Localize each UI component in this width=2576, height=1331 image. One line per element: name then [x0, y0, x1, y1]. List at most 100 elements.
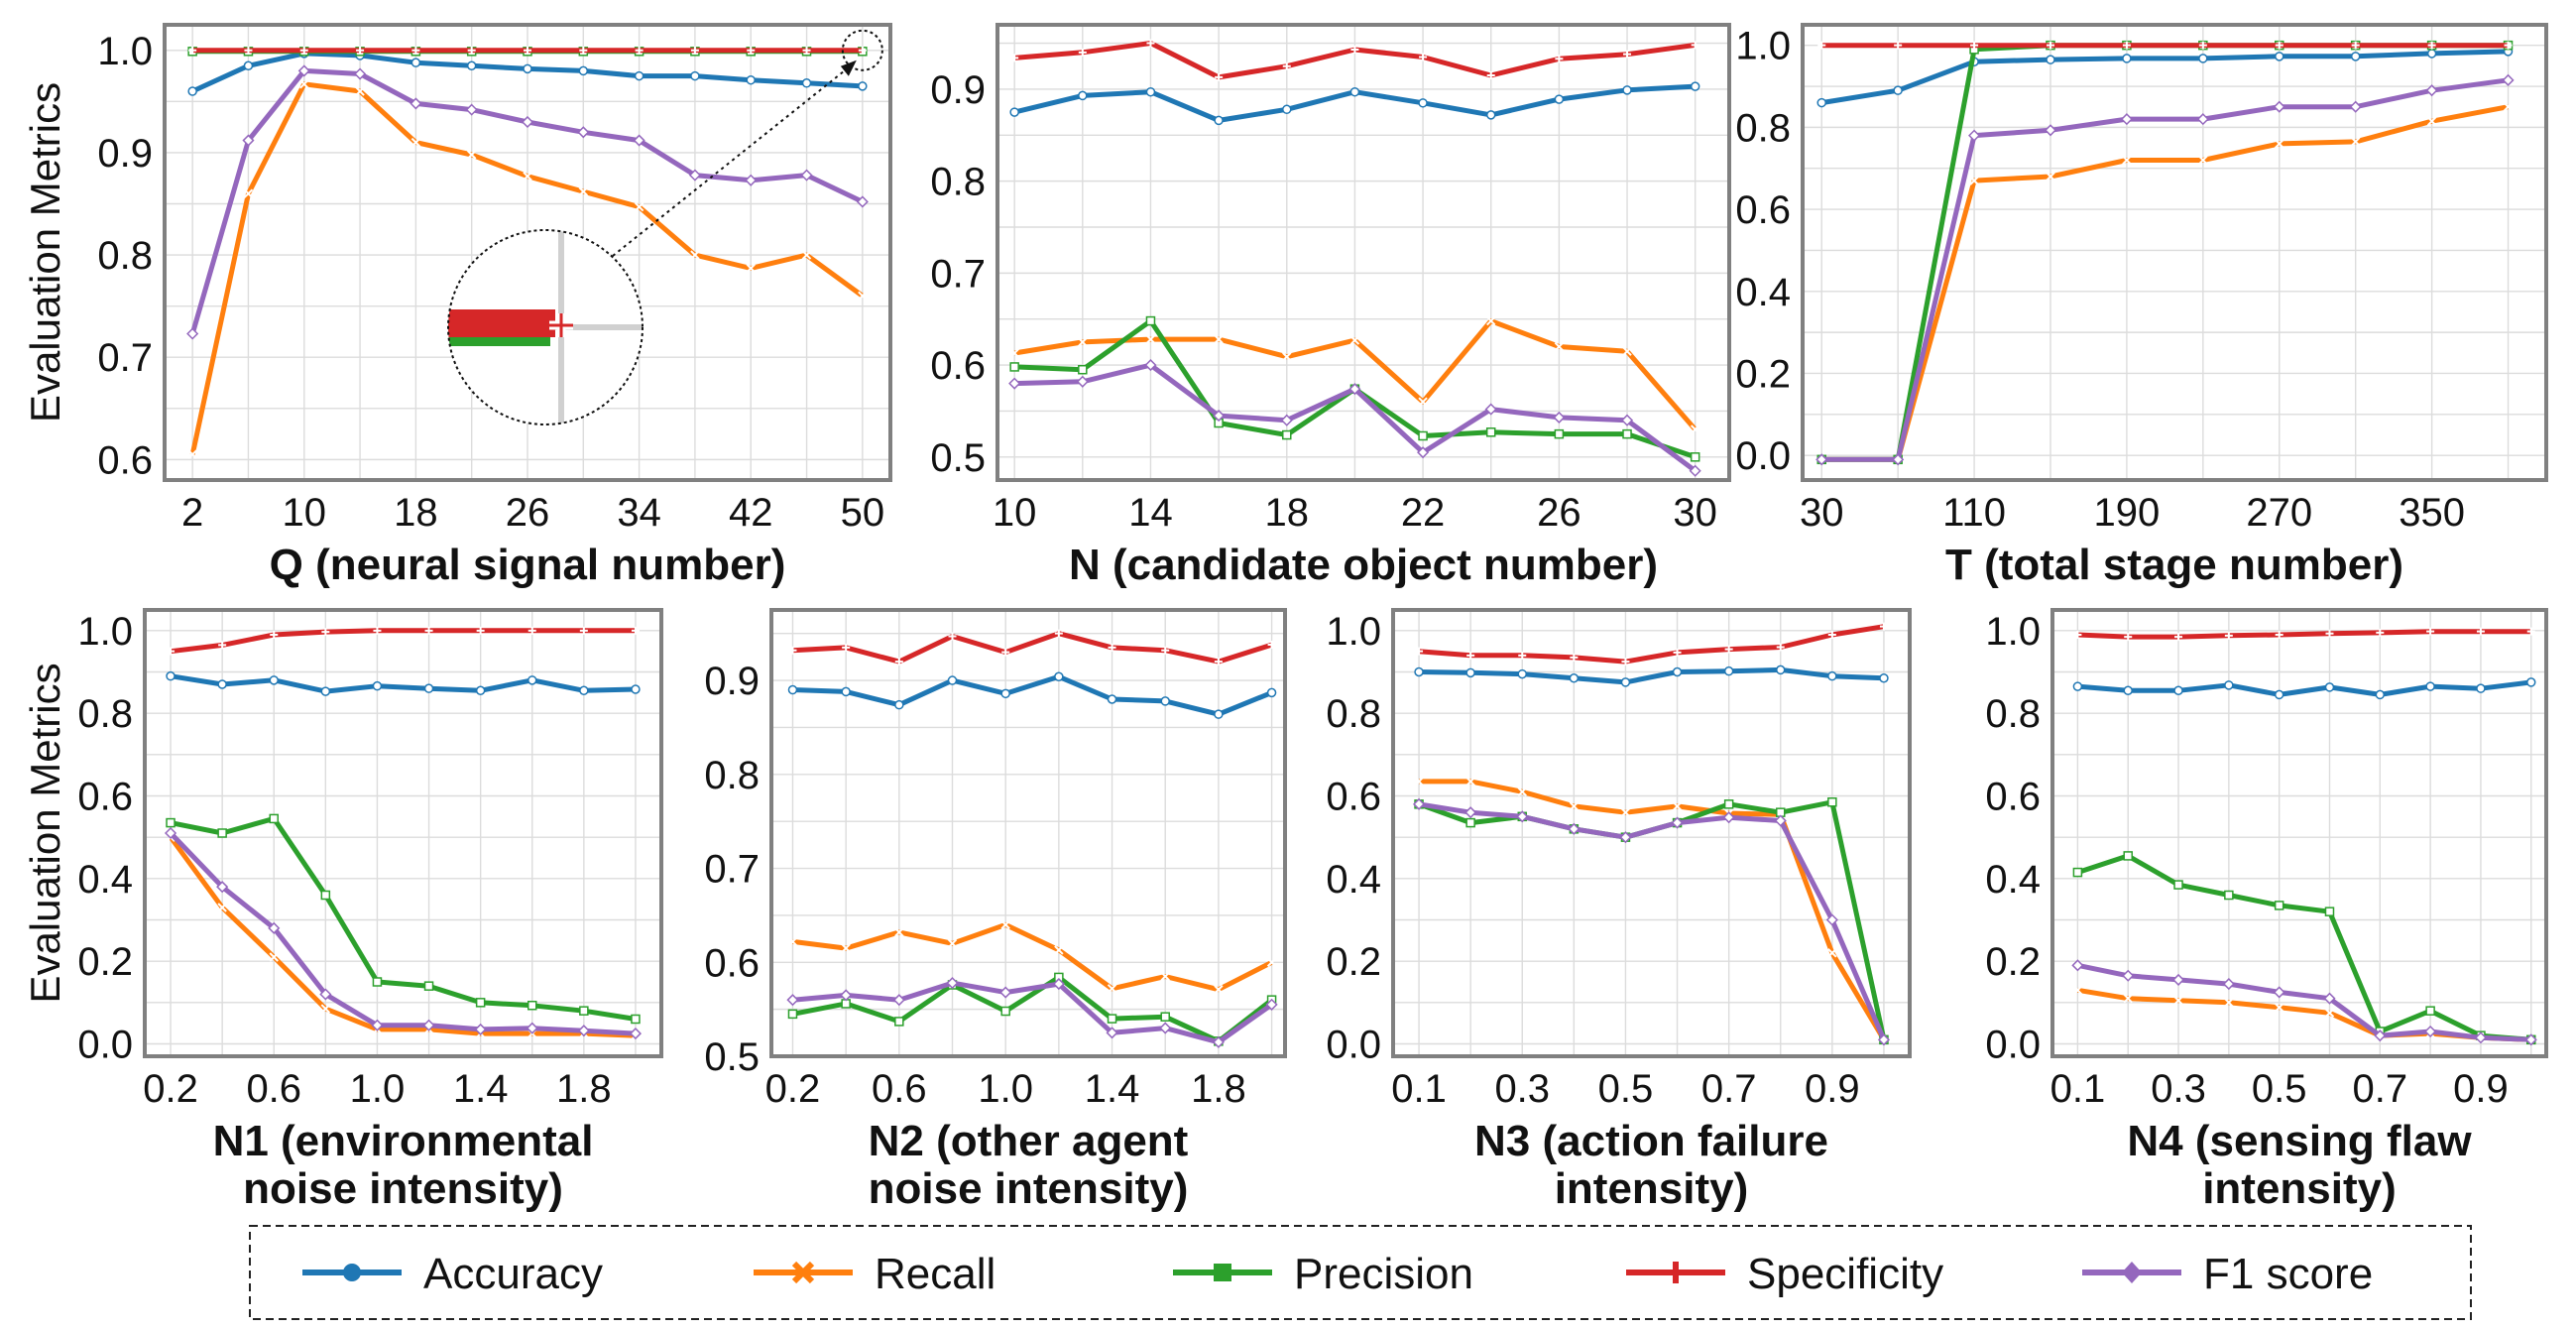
x-axis-label: N4 (sensing flaw: [2127, 1117, 2472, 1165]
series-line-accuracy: [170, 673, 637, 694]
x-tick-label: 190: [2094, 491, 2161, 535]
data-point-specificity: [1570, 653, 1579, 662]
y-tick-label: 0.0: [1326, 1024, 1381, 1067]
data-point-specificity: [842, 643, 851, 652]
data-point-specificity: [2476, 627, 2485, 636]
data-point-f1-score: [1689, 464, 1701, 477]
legend-label-f1-score: F1 score: [2203, 1250, 2373, 1298]
data-point-precision: [2274, 901, 2284, 910]
data-point-precision: [166, 817, 176, 828]
x-tick-label: 1.4: [1085, 1067, 1140, 1111]
series-line-recall: [1821, 104, 2509, 462]
data-point-f1-score: [840, 989, 853, 1002]
data-point-specificity: [1879, 622, 1888, 631]
data-point-specificity: [424, 626, 433, 635]
data-point-precision: [1690, 452, 1700, 462]
x-tick-label: 0.2: [143, 1067, 198, 1111]
data-point-recall: [1554, 341, 1565, 352]
x-tick-label: 1.8: [1191, 1067, 1246, 1111]
data-point-accuracy: [787, 684, 798, 695]
series-line-specificity: [792, 631, 1273, 665]
x-tick-label: 22: [1401, 491, 1446, 535]
data-point-specificity: [1621, 658, 1630, 666]
data-point-recall: [578, 186, 589, 196]
data-point-f1-score: [2222, 978, 2235, 991]
data-point-precision: [1009, 362, 1019, 372]
data-point-f1-score: [2071, 959, 2084, 972]
data-point-precision: [2072, 867, 2083, 878]
data-point-precision: [894, 1017, 904, 1027]
data-point-recall: [690, 250, 700, 260]
x-tick-label: 50: [841, 491, 885, 535]
data-point-accuracy: [1620, 677, 1631, 687]
data-point-accuracy: [1723, 666, 1734, 676]
data-point-precision: [2224, 890, 2234, 901]
legend-item-specificity: Specificity: [1626, 1250, 1943, 1298]
data-point-recall: [243, 188, 254, 198]
y-tick-label: 0.8: [97, 234, 153, 278]
data-point-accuracy: [634, 70, 644, 81]
data-point-accuracy: [1879, 673, 1889, 683]
subplot-4: 0.2 0.6 1.0 1.4 1.80.00.20.40.60.81.0N1 (env…: [22, 608, 663, 1213]
data-point-specificity: [690, 46, 699, 55]
data-point-f1-score: [1417, 446, 1430, 459]
x-axis-label: noise intensity): [869, 1164, 1189, 1213]
plot-frame: [1391, 608, 1912, 1058]
data-point-recall: [801, 250, 812, 260]
data-point-specificity: [1078, 48, 1087, 57]
series-line-precision: [792, 974, 1274, 1044]
data-point-accuracy: [1465, 667, 1475, 678]
x-tick-label: 10: [993, 491, 1037, 535]
data-point-specificity: [476, 626, 485, 635]
legend-marker-accuracy: [343, 1264, 361, 1281]
plot-frame: [143, 608, 663, 1058]
data-point-specificity: [1108, 643, 1116, 652]
data-point-specificity: [579, 46, 588, 55]
plot-area: [1393, 610, 1910, 1056]
legend-label-precision: Precision: [1294, 1250, 1473, 1298]
series-line-recall: [169, 835, 637, 1038]
data-point-specificity: [1010, 54, 1019, 62]
grid: [771, 610, 1285, 1057]
y-tick-label: 0.6: [930, 344, 986, 388]
plot-area: [997, 25, 1729, 480]
data-point-precision: [1554, 428, 1565, 439]
data-point-f1-score: [2349, 100, 2362, 113]
data-point-specificity: [2073, 631, 2082, 639]
data-point-f1-score: [1671, 816, 1684, 829]
data-point-f1-score: [1052, 977, 1065, 991]
data-point-accuracy: [1214, 115, 1224, 126]
data-point-recall: [320, 1004, 331, 1014]
zoom-target-circle: [841, 29, 883, 71]
legend-item-precision: Precision: [1173, 1250, 1473, 1298]
data-point-f1-score: [2044, 124, 2057, 137]
data-point-specificity: [2174, 633, 2183, 642]
data-point-specificity: [1555, 55, 1564, 63]
y-tick-label: 0.8: [704, 754, 760, 797]
series-f1-score: [786, 977, 1278, 1048]
data-point-f1-score: [2120, 113, 2133, 126]
data-point-recall: [1282, 352, 1292, 362]
data-point-recall: [523, 171, 532, 182]
series-accuracy: [787, 671, 1277, 719]
data-point-precision: [1107, 1014, 1117, 1024]
data-point-specificity: [1054, 629, 1063, 638]
data-point-accuracy: [1690, 81, 1700, 91]
data-point-specificity: [467, 46, 476, 55]
data-point-recall: [2350, 137, 2361, 147]
data-point-specificity: [2526, 627, 2535, 636]
data-point-recall: [1009, 348, 1019, 358]
data-point-recall: [2274, 1003, 2284, 1013]
x-axis-label: intensity): [2202, 1164, 2397, 1213]
data-point-recall: [1486, 315, 1496, 326]
x-tick-label: 0.3: [1494, 1067, 1550, 1111]
data-point-precision: [269, 813, 279, 824]
data-point-specificity: [1282, 61, 1291, 70]
data-point-f1-score: [1008, 377, 1021, 390]
data-point-f1-score: [1568, 822, 1581, 835]
data-point-recall: [894, 927, 904, 937]
data-point-accuracy: [1414, 666, 1424, 677]
y-axis-label: Evaluation Metrics: [22, 82, 68, 423]
series-accuracy: [1414, 665, 1889, 687]
data-point-f1-score: [892, 994, 905, 1007]
